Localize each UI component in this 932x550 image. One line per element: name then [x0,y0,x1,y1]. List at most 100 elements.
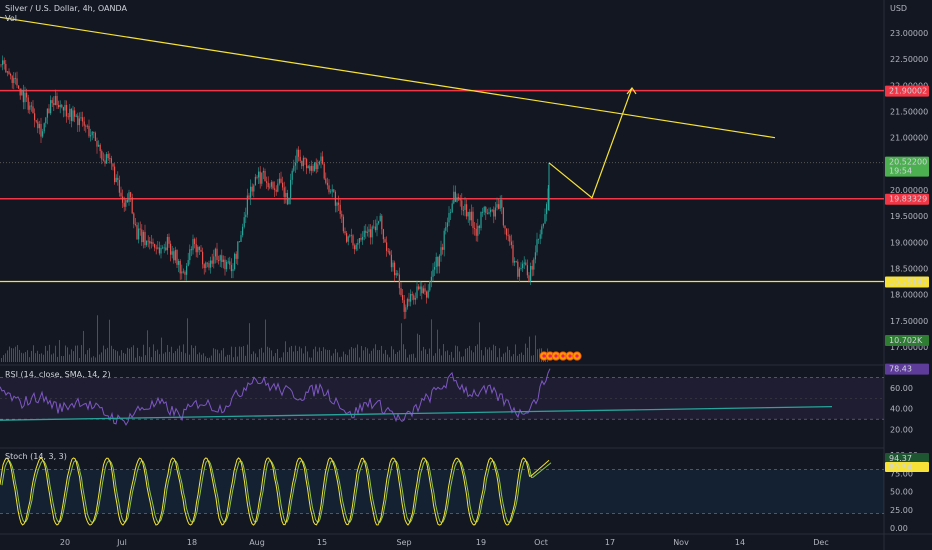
candle-body [46,108,48,118]
candle-body [515,260,517,262]
candle-body [256,176,258,178]
volume-bar [57,356,58,362]
volume-bar [227,354,228,362]
candle-body [83,121,85,126]
volume-bar [291,345,292,362]
candle-body [8,71,10,74]
candle-body [506,228,508,236]
volume-bar [443,344,444,362]
volume-bar [63,356,64,362]
volume-bar [527,347,528,362]
candle-body [547,188,549,205]
candle-body [312,165,314,171]
candle-body [334,191,336,206]
volume-bar [75,345,76,362]
candle-body [94,132,96,141]
candle-body [507,235,509,237]
candle-body [398,274,400,289]
volume-bar [445,351,446,362]
candle-body [106,154,108,164]
candle-body [517,261,519,277]
volume-bar [251,354,252,362]
volume-bar [429,348,430,362]
volume-bar [183,344,184,362]
candle-body [74,110,76,117]
candle-body [421,286,423,294]
candle-body [29,105,31,110]
candle-body [542,223,544,227]
volume-bar [297,351,298,362]
candle-body [518,268,520,277]
volume-bar [489,347,490,362]
volume-bar [523,354,524,362]
candle-body [166,236,168,251]
volume-bar [179,345,180,362]
volume-bar [237,356,238,362]
candle-body [286,192,288,205]
volume-bar [91,357,92,362]
candle-body [112,163,114,167]
candle-body [362,236,364,240]
candle-body [368,229,370,232]
candle-body [158,247,160,254]
volume-bar [109,319,110,362]
volume-bar [201,354,202,362]
volume-bar [501,356,502,362]
volume-bar [333,353,334,362]
candle-body [152,242,154,244]
descending-trendline [0,16,776,139]
candle-body [259,171,261,184]
volume-bar [379,350,380,362]
candle-body [131,197,133,214]
candle-body [480,212,482,229]
candle-body [32,106,34,114]
volume-bar [513,354,514,362]
volume-bar [243,345,244,362]
volume-bar [387,354,388,362]
volume-bar [29,357,30,362]
candle-body [262,171,264,173]
candle-body [422,288,424,294]
volume-bar [329,349,330,362]
candle-body [242,226,244,236]
volume-bar [503,353,504,362]
candle-body [70,108,72,121]
candle-body [184,271,186,275]
volume-bar [277,349,278,362]
candle-body [43,123,45,132]
candle-body [115,177,117,183]
candle-body [314,162,316,171]
candle-body [114,166,116,183]
volume-bar [151,357,152,362]
candle-body [203,264,205,269]
candle-body [414,297,416,300]
candle-body [531,265,533,270]
volume-bar [159,354,160,362]
candle-body [453,191,455,204]
volume-bar [369,353,370,362]
volume-bar [519,354,520,362]
volume-bar [507,346,508,362]
candle-body [494,207,496,217]
volume-bar [319,347,320,362]
candle-body [35,120,37,122]
candle-body [504,225,506,229]
candle-body [141,229,143,243]
volume-bar [23,353,24,362]
candle-body [210,260,212,268]
candle-body [219,255,221,261]
candle-body [285,192,287,197]
candle-body [394,262,396,276]
candle-body [376,223,378,231]
volume-bar [111,345,112,362]
candle-body [128,192,130,202]
volume-bar [61,355,62,362]
candle-body [282,182,284,188]
candle-body [482,211,484,213]
candle-body [149,241,151,244]
volume-bar [405,349,406,362]
volume-bar [299,346,300,362]
candle-body [386,242,388,251]
candle-body [466,204,468,217]
